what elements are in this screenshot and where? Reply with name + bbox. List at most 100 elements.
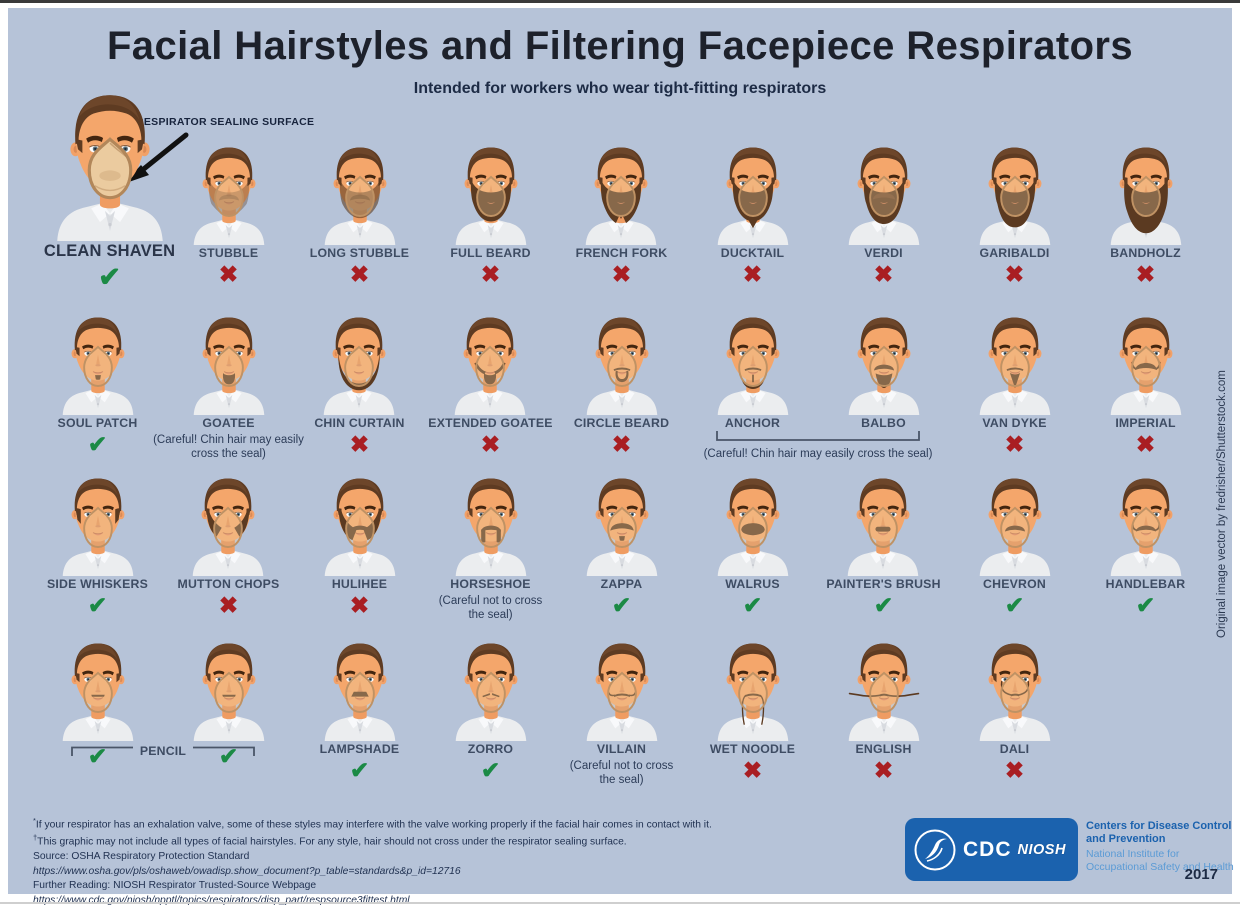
window-top-border	[0, 0, 1240, 3]
hairstyle-anchor: ANCHOR	[711, 310, 795, 430]
cross-icon: ✖	[742, 261, 763, 287]
hairstyle-label: CHEVRON	[983, 577, 1046, 591]
pencil-group: PENCIL	[38, 744, 288, 758]
hairstyle-row-4: ✔ ✔ LAMPSHADE ✔ ZORRO ✔ VILLAIN	[32, 636, 1211, 788]
source-label: Source: OSHA Respiratory Protection Stan…	[33, 851, 250, 863]
hairstyle-label: CHIN CURTAIN	[314, 416, 405, 430]
cross-icon: ✖	[349, 431, 370, 457]
check-icon: ✔	[218, 743, 239, 769]
niosh-wordmark: NIOSH	[1017, 841, 1066, 858]
face-illustration-ducktail	[711, 140, 795, 245]
hairstyle-label: SIDE WHISKERS	[47, 577, 148, 591]
window-bottom-border	[0, 902, 1240, 904]
face-illustration-zappa	[580, 471, 664, 576]
respirator-sealing-surface-label: RESPIRATOR SEALING SURFACE	[136, 116, 315, 128]
hairstyle-villain: VILLAIN (Careful not to cross the seal)	[568, 636, 676, 788]
cross-icon: ✖	[873, 757, 894, 783]
image-credit: Original image vector by fredrisher/Shut…	[1216, 370, 1228, 638]
hairstyle-dali: DALI ✖	[973, 636, 1057, 782]
cross-icon: ✖	[742, 757, 763, 783]
face-illustration-villain	[580, 636, 664, 741]
hairstyle-label: FRENCH FORK	[575, 246, 668, 260]
face-illustration-english	[842, 636, 926, 741]
cross-icon: ✖	[349, 592, 370, 618]
hairstyle-english: ENGLISH ✖	[842, 636, 926, 782]
hairstyle-label: ZORRO	[467, 742, 514, 756]
face-illustration-garibaldi	[973, 140, 1057, 245]
hairstyle-lampshade: LAMPSHADE ✔	[318, 636, 402, 782]
cross-icon: ✖	[1004, 757, 1025, 783]
footnote-styles: †This graphic may not include all types …	[33, 833, 627, 848]
hairstyle-label: CLEAN SHAVEN	[43, 242, 176, 260]
hairstyle-label: VERDI	[864, 246, 903, 260]
cross-icon: ✖	[480, 261, 501, 287]
face-illustration-side-whiskers	[56, 471, 140, 576]
bracket-left-icon	[70, 746, 133, 756]
page-title: Facial Hairstyles and Filtering Facepiec…	[106, 24, 1134, 68]
face-illustration-circle-beard	[580, 310, 664, 415]
hairstyle-full-beard: FULL BEARD ✖	[449, 140, 533, 286]
org-name-bold: Centers for Disease Control and Preventi…	[1086, 820, 1232, 846]
cross-icon: ✖	[1135, 431, 1156, 457]
face-illustration-hulihee	[318, 471, 402, 576]
hairstyle-chevron: CHEVRON ✔	[973, 471, 1057, 617]
hairstyle-label: DUCKTAIL	[720, 246, 785, 260]
caution-note: (Careful not to cross the seal)	[569, 760, 674, 787]
hairstyle-label: CIRCLE BEARD	[573, 416, 670, 430]
hairstyle-label: BANDHOLZ	[1110, 246, 1181, 260]
face-illustration-imperial	[1104, 310, 1188, 415]
cross-icon: ✖	[611, 261, 632, 287]
hairstyle-handlebar: HANDLEBAR ✔	[1104, 471, 1188, 617]
hairstyle-stubble: STUBBLE ✖	[187, 140, 271, 286]
cross-icon: ✖	[873, 261, 894, 287]
face-illustration-pencil-1	[56, 636, 140, 741]
hairstyle-label: HANDLEBAR	[1105, 577, 1186, 591]
page-subtitle: Intended for workers who wear tight-fitt…	[413, 80, 827, 97]
hairstyle-balbo: BALBO	[842, 310, 926, 430]
anchor-balbo-group: (Careful! Chin hair may easily cross the…	[668, 429, 968, 460]
hairstyle-label: EXTENDED GOATEE	[428, 416, 553, 430]
hairstyle-clean-shaven: CLEAN SHAVEN ✔	[44, 84, 175, 291]
hairstyle-label: GOATEE	[202, 416, 255, 430]
hairstyle-label: PAINTER'S BRUSH	[826, 577, 941, 591]
hairstyle-row-1: CLEAN SHAVEN ✔ STUBBLE ✖ LONG STUBBLE ✖ …	[32, 95, 1211, 291]
face-illustration-clean-shaven	[47, 84, 173, 241]
face-illustration-chevron	[973, 471, 1057, 576]
hairstyle-label: FULL BEARD	[450, 246, 531, 260]
hairstyle-verdi: VERDI ✖	[842, 140, 926, 286]
hairstyle-hulihee: HULIHEE ✖	[318, 471, 402, 617]
hairstyle-extended-goatee: EXTENDED GOATEE ✖	[428, 310, 552, 456]
face-illustration-goatee	[187, 310, 271, 415]
hairstyle-label: STUBBLE	[198, 246, 259, 260]
caution-note: (Careful not to cross the seal)	[438, 595, 543, 622]
hairstyle-bandholz: BANDHOLZ ✖	[1104, 140, 1188, 286]
hairstyle-label: WALRUS	[725, 577, 780, 591]
cross-icon: ✖	[1004, 431, 1025, 457]
face-illustration-zorro	[449, 636, 533, 741]
hairstyle-label: LONG STUBBLE	[309, 246, 410, 260]
face-illustration-long-stubble	[318, 140, 402, 245]
hairstyle-side-whiskers: SIDE WHISKERS ✔	[47, 471, 148, 617]
hairstyle-circle-beard: CIRCLE BEARD ✖	[574, 310, 669, 456]
hairstyle-ducktail: DUCKTAIL ✖	[711, 140, 795, 286]
check-icon: ✔	[742, 592, 763, 618]
further-reading-url: https://www.cdc.gov/niosh/npptl/topics/r…	[33, 894, 410, 906]
face-illustration-pencil-2	[187, 636, 271, 741]
further-reading-label: Further Reading: NIOSH Respirator Truste…	[33, 880, 317, 892]
check-icon: ✔	[873, 592, 894, 618]
cross-icon: ✖	[349, 261, 370, 287]
infographic-canvas: Facial Hairstyles and Filtering Facepiec…	[8, 8, 1234, 906]
hairstyle-label: MUTTON CHOPS	[177, 577, 280, 591]
hairstyle-label: IMPERIAL	[1115, 416, 1176, 430]
year-label: 2017	[1184, 866, 1218, 883]
caution-note: (Careful! Chin hair may easily cross the…	[703, 448, 933, 460]
hairstyle-label: SOUL PATCH	[57, 416, 138, 430]
hairstyle-label: HULIHEE	[331, 577, 388, 591]
face-illustration-wet-noodle	[711, 636, 795, 741]
cdc-wordmark: CDC	[963, 837, 1012, 861]
org-name-block: Centers for Disease Control and Preventi…	[1086, 820, 1238, 873]
face-illustration-walrus	[711, 471, 795, 576]
hairstyle-label: ANCHOR	[724, 416, 781, 430]
check-icon: ✔	[98, 262, 121, 292]
check-icon: ✔	[349, 757, 370, 783]
